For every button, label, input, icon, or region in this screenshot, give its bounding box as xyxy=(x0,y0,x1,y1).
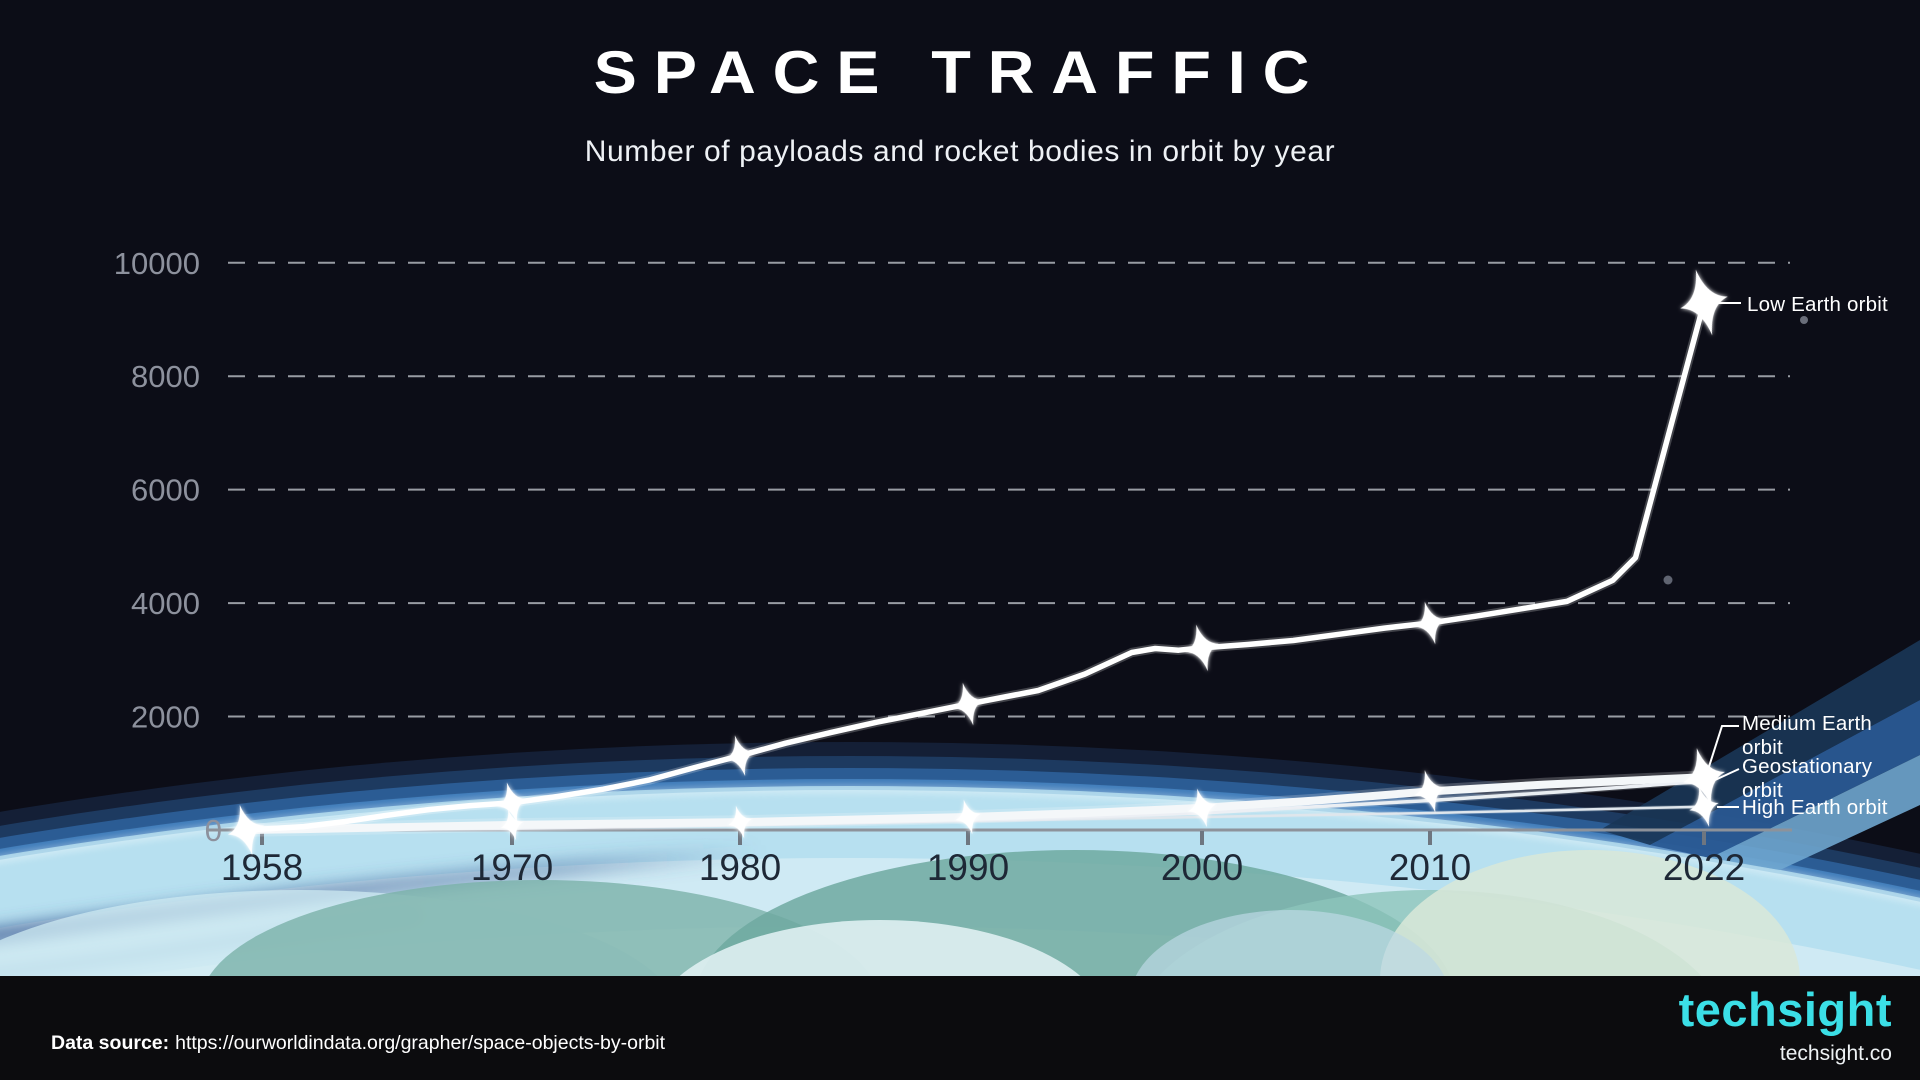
page-title: SPACE TRAFFIC xyxy=(593,39,1327,106)
x-tick-label-1990: 1990 xyxy=(927,847,1009,888)
x-tick-label-2000: 2000 xyxy=(1161,847,1243,888)
surface-blobs xyxy=(0,850,1800,976)
marker-low-earth-orbit-1970 xyxy=(497,782,527,824)
line-stroke xyxy=(242,773,1708,834)
marker-low-earth-orbit-2010 xyxy=(1414,601,1446,645)
earth-atmosphere-illustration xyxy=(0,640,1920,976)
y-tick-label-8000: 8000 xyxy=(131,359,200,394)
marker-medium-earth-orbit-1990 xyxy=(955,799,981,835)
series-label-low-earth-orbit: Low Earth orbit xyxy=(1716,293,1888,316)
y-tick-label-6000: 6000 xyxy=(131,473,200,508)
background-stars xyxy=(1663,316,1808,585)
series-label-text: orbit xyxy=(1742,779,1783,802)
series-line-medium-earth-orbit xyxy=(239,770,1711,837)
marker-low-earth-orbit-1980 xyxy=(725,735,755,777)
label-connector xyxy=(1705,725,1739,777)
marker-low-earth-orbit-2022 xyxy=(1680,269,1728,336)
right-atmosphere-streaks xyxy=(1600,640,1920,870)
series-label-high-earth-orbit: High Earth orbit xyxy=(1717,796,1888,819)
series-label-text: Medium Earth xyxy=(1742,712,1872,735)
chart-header: SPACE TRAFFIC Number of payloads and roc… xyxy=(0,0,1920,169)
series-markers xyxy=(227,269,1728,856)
gridlines xyxy=(228,261,1790,718)
marker-medium-earth-orbit-1970 xyxy=(500,809,524,841)
x-tick-label-2022: 2022 xyxy=(1663,847,1745,888)
brand-logo: techsight xyxy=(1678,983,1892,1036)
marker-geostationary-orbit-2022 xyxy=(1694,767,1714,795)
x-tick-label-1980: 1980 xyxy=(699,847,781,888)
marker-high-earth-orbit-2022 xyxy=(1689,786,1719,828)
y-tick-label-4000: 4000 xyxy=(131,586,200,621)
data-source-url: https://ourworldindata.org/grapher/space… xyxy=(175,1032,666,1054)
star-dot xyxy=(1663,575,1673,585)
y-tick-label-2000: 2000 xyxy=(131,700,200,735)
marker-low-earth-orbit-2000 xyxy=(1185,624,1219,672)
marker-medium-earth-orbit-2010 xyxy=(1414,770,1446,813)
x-tick-label-1970: 1970 xyxy=(471,847,553,888)
marker-low-earth-orbit-1957 xyxy=(227,804,265,856)
marker-medium-earth-orbit-1980 xyxy=(728,805,752,839)
marker-low-earth-orbit-1990 xyxy=(952,682,984,726)
star-dot xyxy=(1800,316,1808,324)
brand-url: techsight.co xyxy=(1779,1042,1892,1065)
data-source: Data source: https://ourworldindata.org/g… xyxy=(51,1032,665,1055)
x-tick-label-2010: 2010 xyxy=(1389,847,1471,888)
label-connector xyxy=(1714,768,1740,781)
brand-block: techsight techsight.co xyxy=(1679,986,1892,1066)
page-subtitle: Number of payloads and rocket bodies in … xyxy=(584,135,1336,168)
x-tick-label-1958: 1958 xyxy=(221,847,303,888)
footer-bar: Data source: https://ourworldindata.org/g… xyxy=(0,976,1920,1080)
marker-medium-earth-orbit-2000 xyxy=(1188,788,1216,828)
data-source-label: Data source: xyxy=(51,1032,170,1054)
series-label-text: orbit xyxy=(1742,736,1783,759)
series-label-text: Geostationary xyxy=(1742,755,1873,778)
y-tick-label-10000: 10000 xyxy=(114,246,200,281)
series-label-text: High Earth orbit xyxy=(1742,796,1888,819)
series-label-text: Low Earth orbit xyxy=(1747,293,1888,316)
